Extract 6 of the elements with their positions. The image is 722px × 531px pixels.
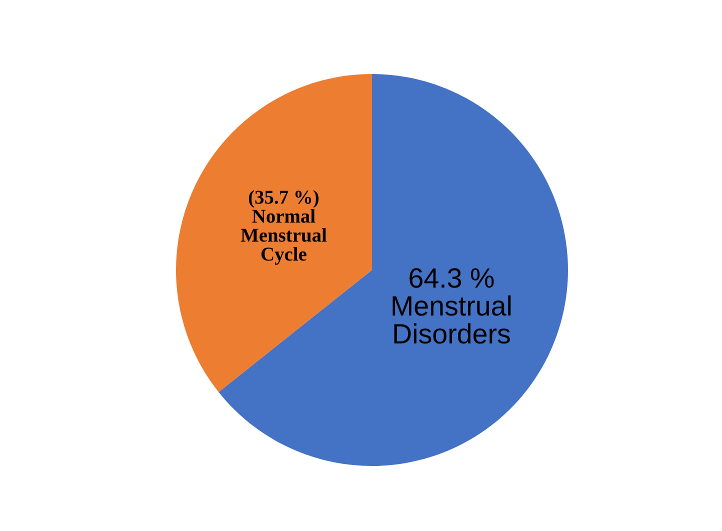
- pie-slice: [176, 74, 372, 392]
- data-label: (35.7 %): [248, 190, 319, 208]
- data-label: 64.3 %: [410, 268, 494, 288]
- slice-label: Normal Menstrual Cycle: [240, 209, 327, 265]
- pie-slice: [218, 74, 568, 466]
- slice-label: Menstrual Disorders: [392, 295, 511, 344]
